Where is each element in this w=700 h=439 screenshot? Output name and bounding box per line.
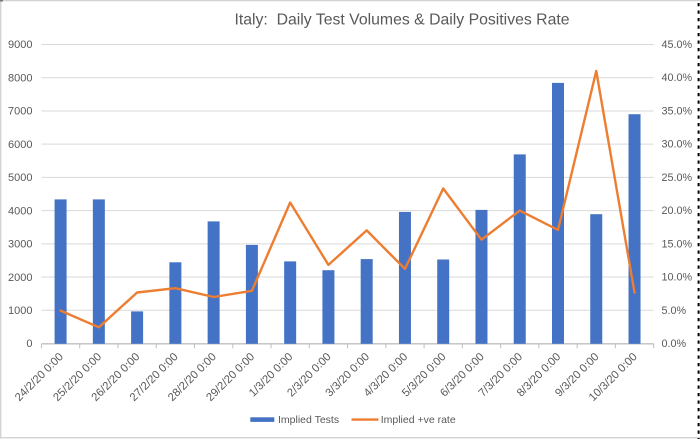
svg-text:15.0%: 15.0%	[662, 238, 693, 250]
svg-text:45.0%: 45.0%	[662, 39, 693, 51]
svg-text:25.0%: 25.0%	[662, 172, 693, 184]
svg-text:Italy: Daily Test Volumes & D: Italy: Daily Test Volumes & Daily Positi…	[234, 12, 569, 29]
svg-text:3000: 3000	[8, 239, 32, 251]
svg-text:9000: 9000	[8, 39, 32, 51]
svg-text:0: 0	[26, 338, 32, 350]
svg-text:8000: 8000	[8, 72, 32, 84]
svg-text:1000: 1000	[8, 305, 32, 317]
svg-text:5000: 5000	[8, 172, 32, 184]
svg-text:Implied +ve rate: Implied +ve rate	[381, 414, 456, 426]
svg-text:40.0%: 40.0%	[662, 72, 693, 84]
svg-text:6000: 6000	[8, 139, 32, 151]
svg-text:Implied Tests: Implied Tests	[278, 414, 339, 426]
svg-text:10.0%: 10.0%	[662, 272, 693, 284]
svg-text:30.0%: 30.0%	[662, 139, 693, 151]
svg-text:5.0%: 5.0%	[662, 305, 687, 317]
svg-text:35.0%: 35.0%	[662, 105, 693, 117]
svg-text:4000: 4000	[8, 205, 32, 217]
svg-text:0.0%: 0.0%	[662, 338, 687, 350]
svg-text:7000: 7000	[8, 106, 32, 118]
svg-text:2000: 2000	[8, 272, 32, 284]
svg-text:20.0%: 20.0%	[662, 205, 693, 217]
